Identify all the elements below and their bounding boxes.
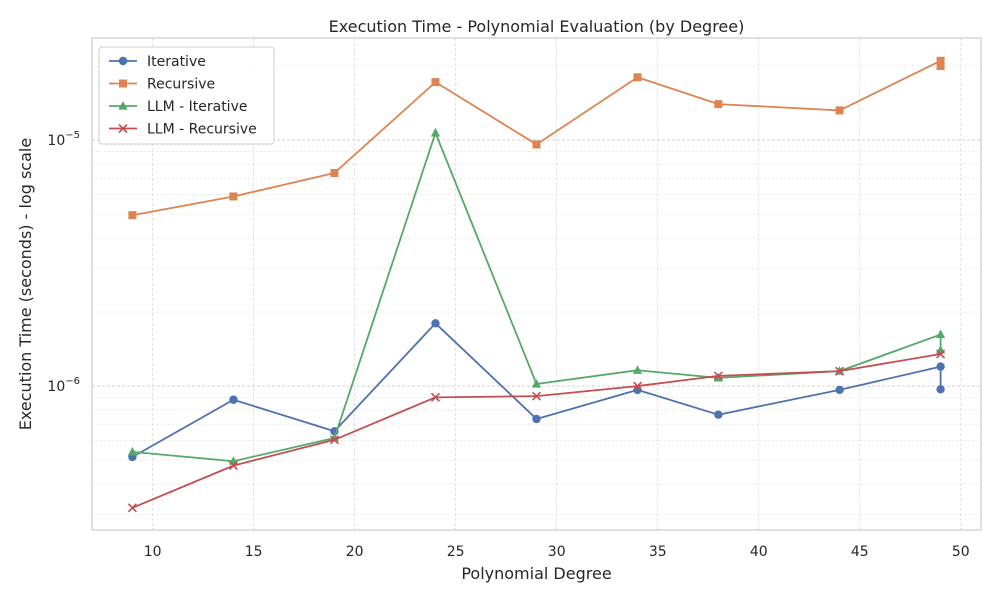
x-tick-label: 40 — [750, 544, 768, 560]
data-point — [714, 100, 723, 109]
data-point — [127, 446, 138, 456]
legend-box — [98, 46, 275, 145]
data-point — [531, 378, 542, 388]
legend-label: LLM - Recursive — [147, 122, 257, 138]
data-point — [431, 78, 440, 87]
data-point — [229, 395, 238, 404]
data-point — [936, 385, 945, 394]
legend-marker — [119, 79, 127, 88]
y-tick-label: 10−6 — [47, 376, 80, 395]
data-point — [430, 392, 441, 402]
data-point — [835, 366, 845, 376]
x-tick-label: 35 — [649, 544, 667, 560]
data-point — [935, 329, 946, 339]
x-tick-label: 45 — [851, 544, 869, 560]
legend-label: LLM - Iterative — [147, 99, 247, 115]
data-point — [632, 365, 643, 374]
data-point — [936, 362, 945, 371]
grid — [92, 38, 981, 530]
data-point — [835, 385, 844, 395]
data-point — [532, 140, 541, 149]
legend-marker — [118, 123, 128, 134]
data-point — [936, 349, 946, 359]
x-tick-label: 20 — [346, 544, 364, 560]
tick-labels: 10 15 20 25 30 35 40 45 50 10−6 10−5 — [47, 130, 969, 560]
data-point — [128, 211, 137, 220]
x-tick-label: 30 — [548, 544, 566, 560]
plot-frame — [91, 37, 982, 531]
data-point — [329, 435, 340, 445]
series-line — [132, 131, 942, 463]
data-point — [936, 62, 945, 71]
x-tick-label: 25 — [447, 544, 465, 560]
chart-title: Execution Time - Polynomial Evaluation (… — [329, 17, 745, 36]
legend: Iterative Recursive LLM - Iterative LLM - R… — [98, 46, 275, 145]
data-point — [835, 106, 844, 115]
legend-marker — [118, 101, 128, 110]
data-point — [330, 168, 339, 177]
legend-label: Recursive — [147, 77, 215, 93]
x-tick-label: 15 — [245, 544, 263, 560]
y-axis-label: Execution Time (seconds) - log scale — [16, 138, 35, 430]
series-layer — [127, 56, 946, 513]
y-tick-label: 10−5 — [47, 130, 80, 149]
data-point — [936, 56, 945, 65]
data-point — [431, 319, 440, 328]
data-point — [633, 73, 642, 82]
data-point — [632, 381, 643, 391]
x-axis-label: Polynomial Degree — [461, 564, 611, 583]
data-point — [229, 192, 238, 201]
data-point — [531, 391, 542, 401]
data-point — [714, 410, 723, 419]
x-tick-label: 10 — [144, 544, 162, 560]
series-group — [128, 56, 945, 220]
data-point — [532, 414, 541, 424]
series-group — [128, 319, 945, 462]
data-point — [713, 371, 723, 381]
data-point — [228, 461, 238, 471]
series-line — [132, 59, 942, 217]
legend-label: Iterative — [147, 54, 206, 70]
data-point — [430, 127, 441, 137]
legend-marker — [118, 56, 128, 66]
series-line — [131, 322, 942, 458]
x-tick-label: 50 — [952, 544, 970, 560]
data-point — [127, 503, 137, 513]
series-group — [127, 349, 946, 513]
